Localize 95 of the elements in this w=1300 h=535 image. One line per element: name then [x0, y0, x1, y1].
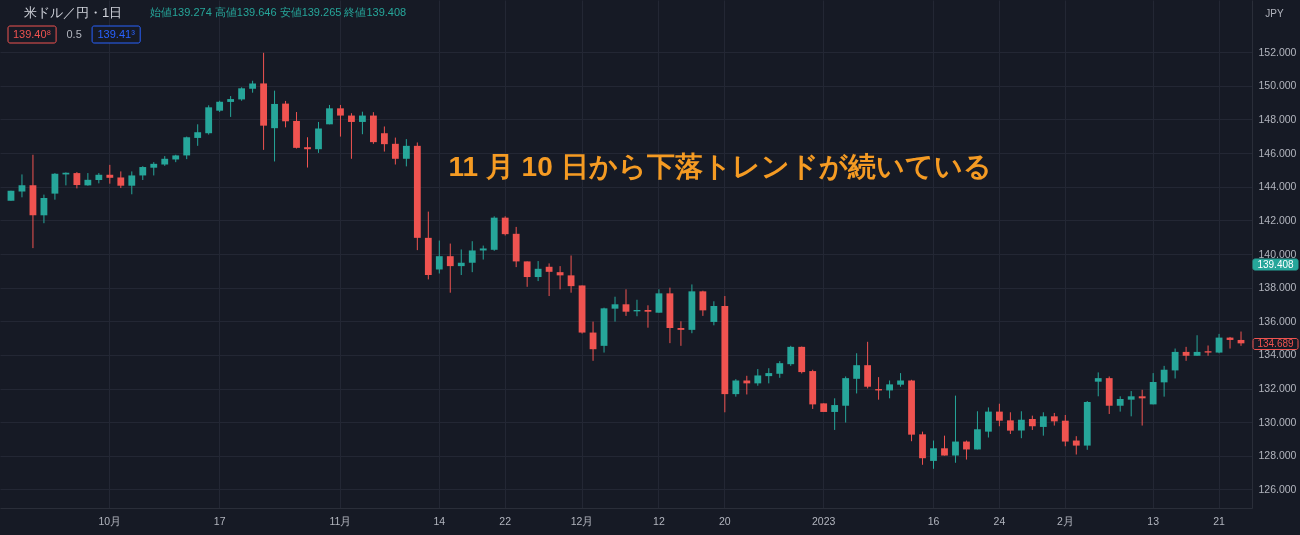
- candlestick: [128, 170, 136, 195]
- candlestick: [622, 288, 630, 317]
- x-tick-label: 2023: [812, 514, 836, 527]
- candlestick: [523, 260, 531, 288]
- y-tick-label: 126.000: [1258, 483, 1297, 495]
- candlestick: [304, 136, 311, 169]
- candlestick: [1127, 390, 1135, 417]
- y-tick-label: 148.000: [1258, 112, 1297, 125]
- candlestick: [985, 406, 992, 439]
- candlestick: [1094, 371, 1102, 397]
- x-tick-label: 12: [653, 514, 665, 527]
- candlestick: [831, 397, 839, 431]
- y-tick-label: 142.000: [1258, 213, 1297, 226]
- y-tick-label: 152.000: [1258, 45, 1297, 58]
- y-tick-label: 144.000: [1258, 180, 1297, 193]
- x-tick-label: 16: [927, 514, 940, 527]
- text: 始値139.274 高値139.646 安値139.265 終値139.408: [150, 6, 407, 18]
- candlestick: [963, 440, 970, 461]
- candlestick: [743, 375, 751, 395]
- y-tick-label: 146.000: [1258, 146, 1297, 159]
- candlestick: [1160, 365, 1168, 398]
- x-tick-label: 14: [433, 514, 446, 527]
- y-tick-label: 130.000: [1258, 415, 1297, 428]
- candlestick: [941, 435, 948, 457]
- candlestick: [644, 304, 652, 329]
- candlestick: [348, 112, 355, 160]
- candlestick: [611, 296, 619, 323]
- candlestick: [556, 265, 564, 290]
- candlestick: [227, 95, 235, 118]
- candlestick: [1182, 346, 1190, 362]
- candlestick: [545, 262, 553, 297]
- candlestick: [1204, 345, 1212, 357]
- y-tick-label: 138.000: [1258, 281, 1297, 294]
- candlestick: [952, 395, 959, 464]
- candlestick: [446, 243, 454, 294]
- text: 134.689: [1257, 338, 1295, 349]
- candlestick: [315, 121, 322, 154]
- y-tick-label: 150.000: [1258, 79, 1297, 92]
- candlestick: [359, 111, 366, 135]
- candlestick: [380, 126, 388, 153]
- text: 139.408: [1257, 258, 1295, 270]
- candlestick: [655, 288, 663, 314]
- x-tick-label: 20: [719, 514, 731, 527]
- candlestick: [1193, 334, 1201, 357]
- x-tick-label: 11月: [329, 514, 352, 527]
- candlestick: [930, 440, 937, 470]
- annotation: 139.41³: [97, 27, 136, 40]
- candlestick: [864, 341, 872, 389]
- candlestick: [1006, 411, 1014, 435]
- candlestick: [501, 215, 509, 236]
- candlestick: [853, 352, 861, 394]
- candlestick: [282, 100, 289, 128]
- x-tick-label: 10月: [98, 514, 122, 527]
- candlestick: [534, 260, 542, 282]
- candlestick: [194, 123, 202, 147]
- candlestick: [1039, 411, 1047, 437]
- candlestick: [84, 172, 92, 187]
- candlestick: [1138, 389, 1146, 427]
- candlestick: [677, 320, 685, 347]
- x-tick-label: 2月: [1056, 514, 1074, 527]
- x-tick-label: 17: [213, 514, 226, 527]
- candlestick: [996, 403, 1003, 427]
- candlestick: [468, 240, 476, 273]
- candlestick: [787, 345, 795, 367]
- y-tick-label: 136.000: [1258, 314, 1297, 327]
- candlestick: [710, 300, 718, 326]
- chart-title: 米ドル／円・1日: [24, 5, 123, 20]
- x-tick-label: 12月: [570, 514, 594, 527]
- candlestick: [1072, 435, 1080, 456]
- candlestick: [106, 164, 114, 185]
- annotation: 11 月 10 日から下落トレンドが続いている: [448, 151, 992, 182]
- annotation: 139.40⁸: [12, 27, 52, 40]
- annotation: 0.5: [66, 27, 82, 40]
- candlestick: [919, 431, 926, 466]
- candlestick: [1017, 410, 1025, 439]
- candlestick: [699, 290, 707, 317]
- candlestick: [391, 137, 399, 166]
- x-tick-label: 13: [1147, 514, 1160, 527]
- y-tick-label: 140.000: [1258, 247, 1297, 260]
- candlestick: [402, 138, 410, 167]
- y-tick-label: 132.000: [1258, 382, 1297, 395]
- x-tick-label: 22: [499, 514, 512, 527]
- candlestick: [337, 104, 344, 138]
- y-axis-title: JPY: [1265, 7, 1284, 19]
- candlestick: [1149, 372, 1157, 405]
- y-tick-label: 128.000: [1258, 449, 1297, 462]
- candlestick: [1171, 348, 1179, 379]
- x-tick-label: 21: [1213, 514, 1226, 527]
- candlestick: [974, 410, 981, 450]
- x-tick-label: 24: [993, 514, 1006, 527]
- y-tick-label: 134.000: [1258, 348, 1297, 361]
- candlestick: [435, 240, 443, 275]
- candlestick: [567, 255, 575, 294]
- candlestick: [1061, 414, 1069, 447]
- candlestick: [457, 248, 465, 276]
